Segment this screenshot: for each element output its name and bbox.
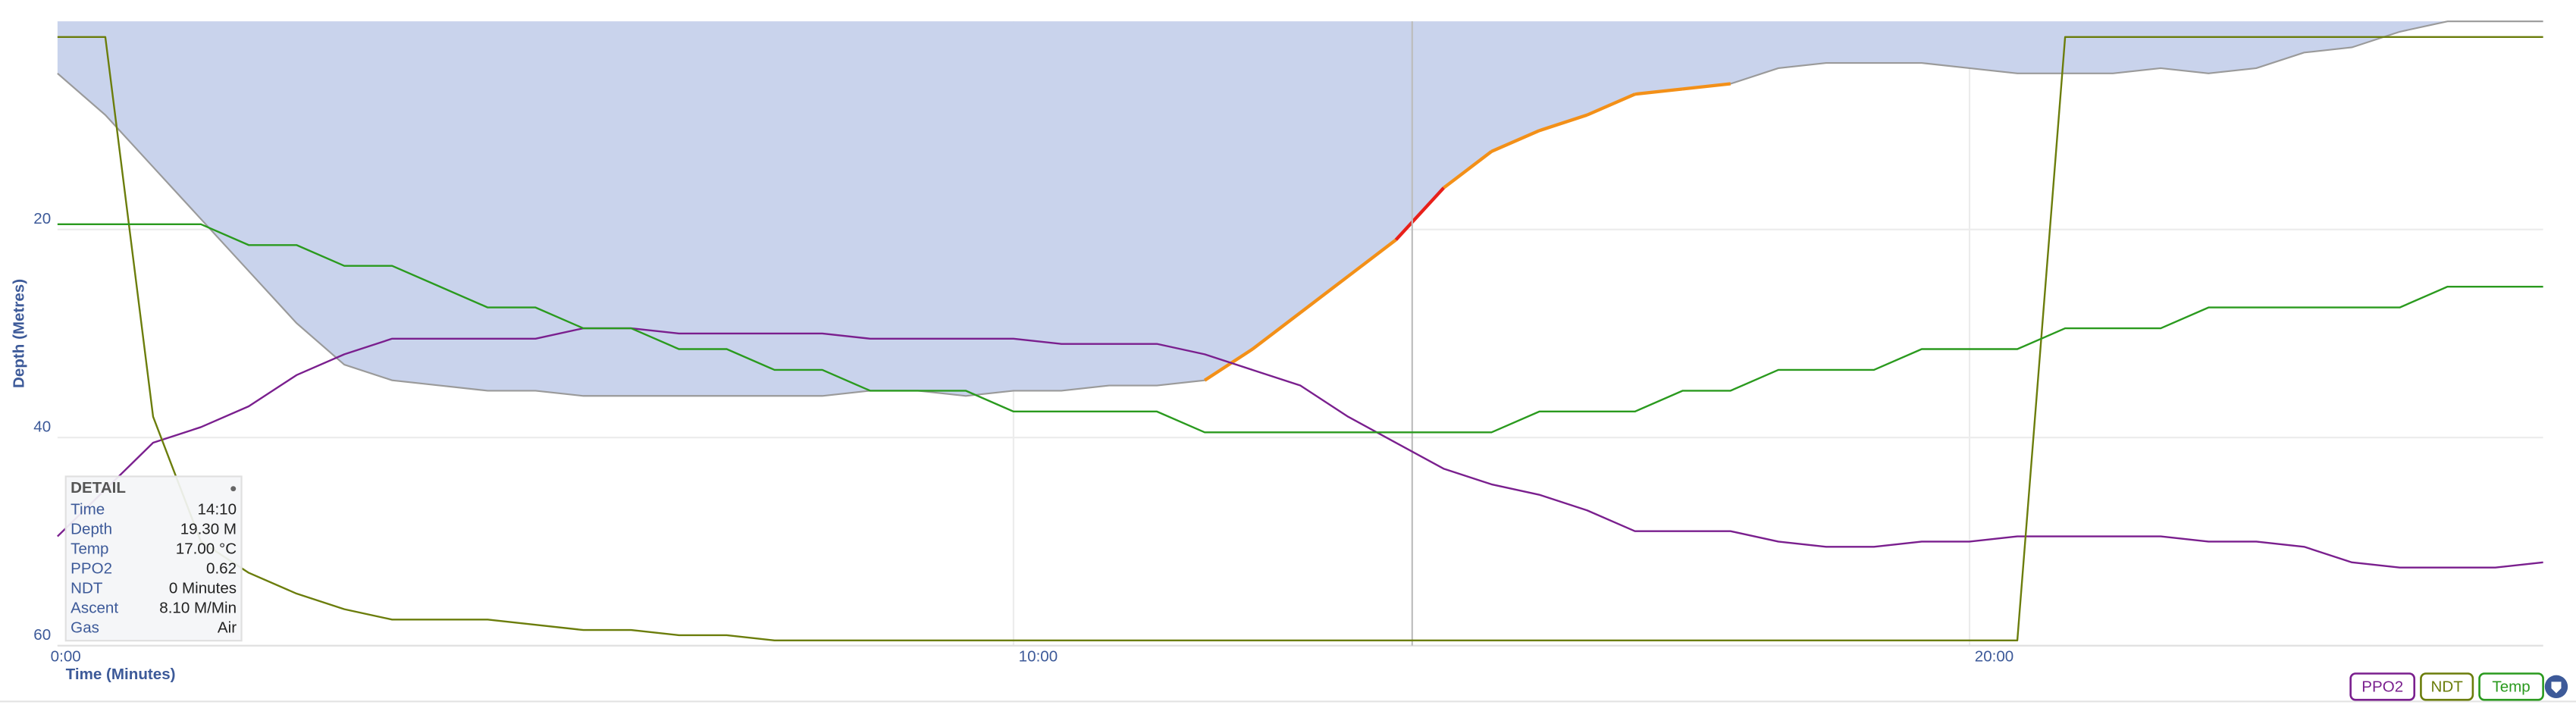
tooltip-value: 0.62	[206, 559, 237, 577]
tooltip-label: Time	[71, 500, 105, 518]
tooltip-label: Gas	[71, 619, 99, 636]
x-tick-label: 0:00	[51, 647, 81, 665]
legend-item[interactable]: Temp	[2478, 672, 2544, 701]
series-line	[57, 36, 2543, 641]
settings-icon	[2551, 682, 2562, 694]
tooltip-value: 8.10 M/Min	[159, 599, 237, 616]
x-tick-label: 10:00	[1019, 647, 1058, 665]
tooltip-title: DETAIL	[71, 479, 126, 497]
ascent-segment	[1586, 92, 1636, 117]
tooltip-dot	[230, 486, 237, 492]
legend-label: Temp	[2492, 678, 2530, 695]
legend-box	[2420, 672, 2474, 701]
x-tick-label: 20:00	[1975, 647, 2014, 665]
tooltip-box	[64, 475, 243, 642]
ascent-segment	[1394, 186, 1446, 241]
tooltip-value: 19.30 M	[180, 520, 237, 537]
tooltip-value: 14:10	[198, 500, 237, 518]
y-axis-label: Depth (Metres)	[10, 279, 27, 388]
legend-label: NDT	[2431, 678, 2464, 695]
depth-area	[57, 21, 2543, 396]
tooltip-label: Ascent	[71, 599, 118, 616]
tooltip: DETAIL Time 14:10 Depth 19.30 M Temp 17.00 °C P…	[64, 475, 243, 642]
settings-button[interactable]	[2544, 675, 2568, 699]
ascent-segment	[1682, 82, 1731, 91]
ascent-segment	[1490, 129, 1540, 153]
legend-box	[2349, 672, 2416, 701]
tooltip-label: Temp	[71, 540, 108, 557]
y-tick-label: 60	[33, 626, 51, 644]
tooltip-label: PPO2	[71, 559, 112, 577]
ascent-segment	[1538, 113, 1588, 133]
tooltip-label: Depth	[71, 520, 112, 537]
x-axis-label: Time (Minutes)	[66, 666, 176, 683]
series-line	[57, 327, 2543, 569]
ascent-segment	[1299, 274, 1349, 315]
y-tick-label: 20	[33, 210, 51, 227]
legend-box	[2478, 672, 2544, 701]
ascent-segment	[1443, 150, 1493, 190]
y-tick-label: 40	[33, 418, 51, 436]
series-line	[57, 223, 2543, 434]
ascent-segment	[1634, 87, 1683, 96]
tooltip-value: 17.00 °C	[176, 540, 237, 557]
legend-label: PPO2	[2361, 678, 2403, 695]
tooltip-label: NDT	[71, 579, 103, 597]
tooltip-value: 0 Minutes	[169, 579, 237, 597]
ascent-segment	[1346, 238, 1397, 278]
legend-item[interactable]: NDT	[2420, 672, 2474, 701]
ascent-segment	[1251, 311, 1302, 351]
ascent-segment	[1203, 347, 1254, 382]
legend-item[interactable]: PPO2	[2349, 672, 2416, 701]
tooltip-value: Air	[218, 619, 237, 636]
